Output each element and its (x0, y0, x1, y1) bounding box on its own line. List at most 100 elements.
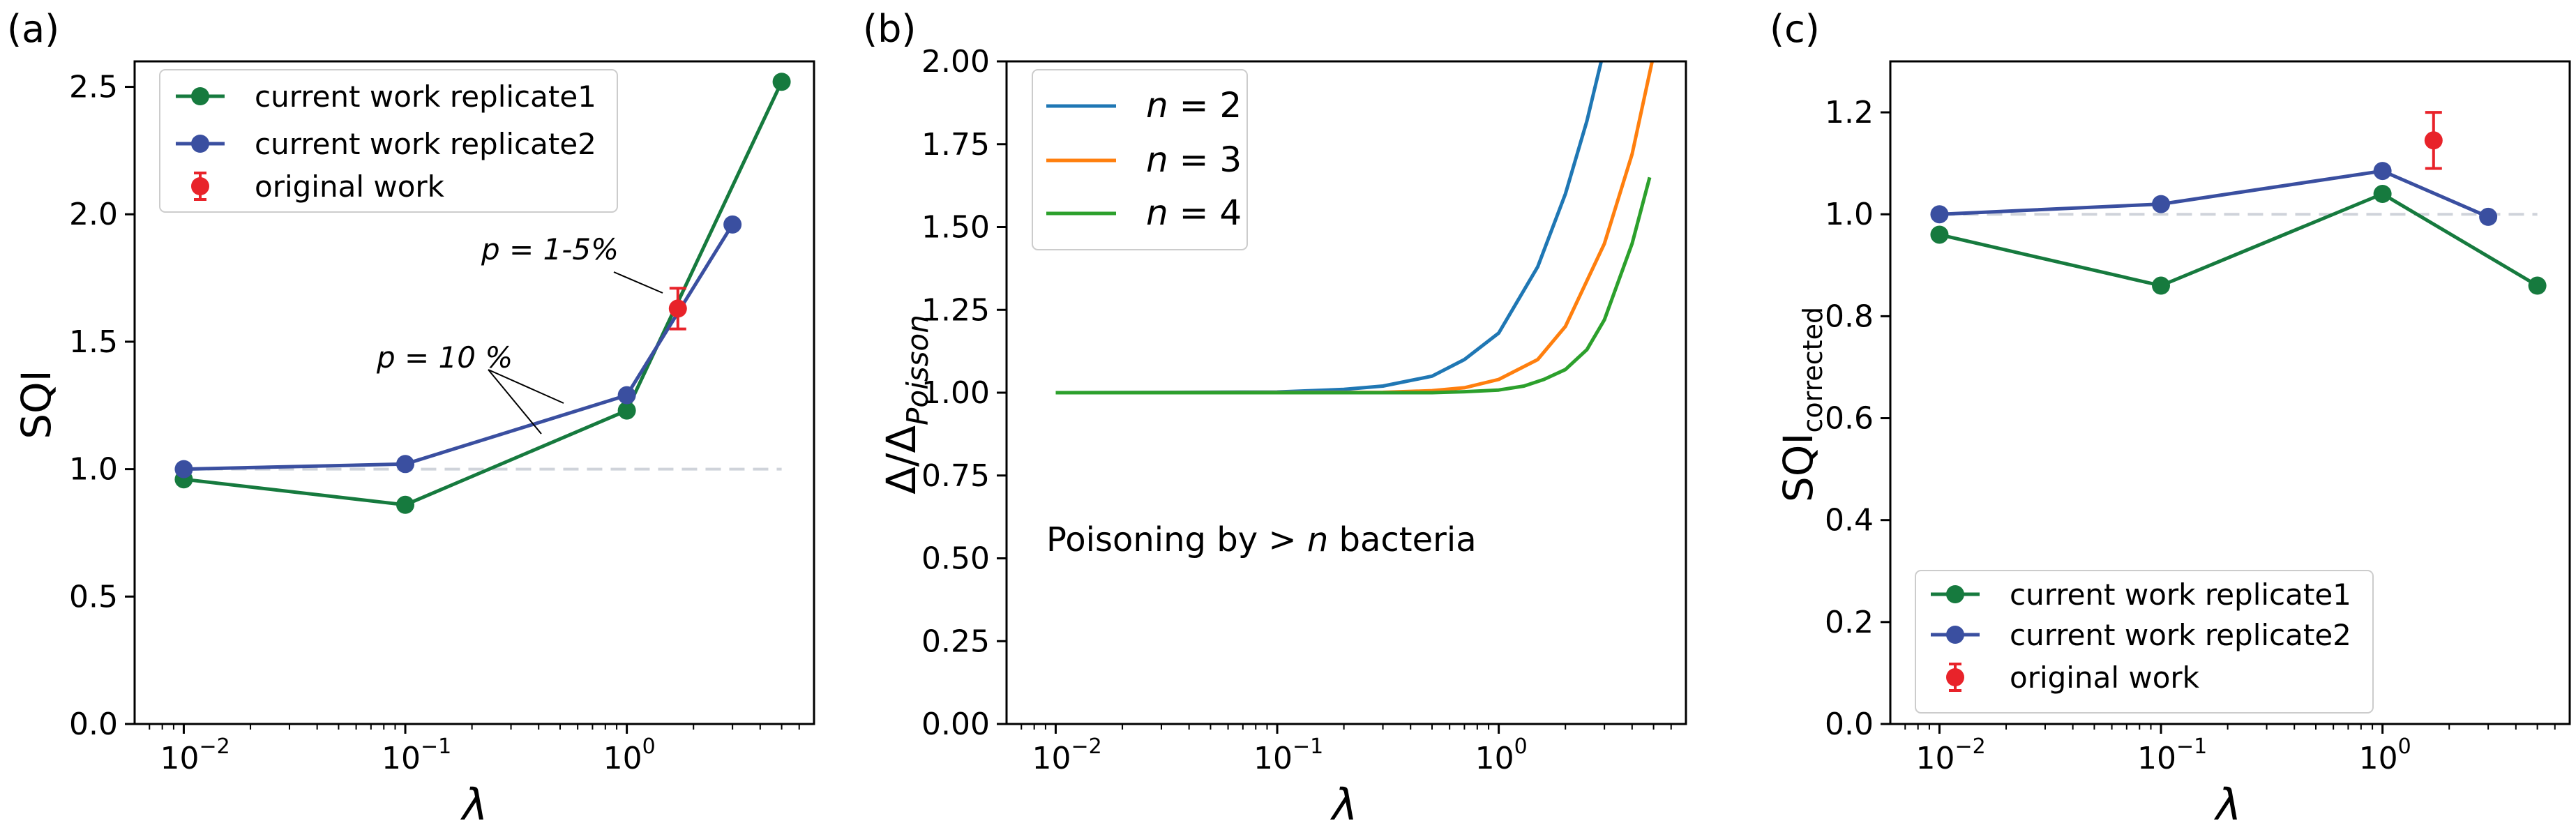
y-tick-label: 2.00 (921, 44, 990, 80)
y-tick-label: 1.25 (921, 292, 990, 328)
panel-a-ylabel: SQI (13, 370, 60, 439)
legend-label-n4: n = 4 (1146, 193, 1242, 233)
y-tick-label: 1.75 (921, 127, 990, 163)
panel-c-plot: 10 −2 10 −1 10 00.00.20.40.60.81.01.2 (1825, 95, 2556, 776)
series-point-replicate1 (2373, 185, 2392, 203)
y-tick-label: 0.25 (921, 624, 990, 659)
legend-box (1032, 69, 1248, 250)
panel-a-annotations: p = 1-5% p = 10 % (376, 232, 663, 435)
original-point (668, 299, 687, 318)
legend-marker-original (191, 177, 209, 195)
legend-marker-replicate1 (1946, 585, 1964, 603)
panel-c-xlabel: λ (2214, 779, 2242, 830)
annotation-p-10-arrow-1 (488, 369, 564, 404)
legend-box (159, 69, 618, 213)
panel-b-ylabel: Δ/ΔPoisson (878, 315, 935, 495)
data-layer (1055, 61, 1655, 395)
annotation-p-10: p = 10 % (376, 340, 513, 375)
x-tick-label: 10 (160, 741, 199, 776)
x-tick-label: 10 (603, 741, 642, 776)
series-line-n4 (1055, 176, 1652, 395)
annotation-p-10-arrow-2 (488, 369, 542, 435)
panel-c: (c) SQIcorrected λ 10 −2 10 −1 10 00.00.20.40… (1770, 7, 2571, 830)
y-tick-label: 0.0 (69, 707, 118, 742)
annotation-p-1-5: p = 1-5% (481, 232, 619, 266)
panel-c-ylabel-sub: corrected (1798, 307, 1828, 433)
panel-b-label: (b) (863, 7, 916, 51)
panel-b-frame (1005, 60, 1687, 725)
legend-marker-replicate2 (191, 135, 209, 153)
series-point-replicate2 (617, 386, 636, 405)
series-point-replicate2 (396, 455, 415, 474)
legend-label-replicate2: current work replicate2 (255, 127, 596, 161)
panel-b-xlabel: λ (1330, 779, 1358, 830)
x-tick-exponent: −2 (199, 734, 229, 759)
x-tick-exponent: −1 (421, 734, 451, 759)
series-point-replicate1 (617, 401, 636, 420)
y-tick-label: 0.5 (69, 579, 118, 614)
series-point-replicate1 (2528, 276, 2547, 295)
series-point-replicate1 (1930, 225, 1949, 244)
series-point-replicate2 (1930, 205, 1949, 224)
y-tick-label: 0.50 (921, 541, 990, 577)
panel-a-frame (133, 60, 815, 725)
y-tick-label: 1.50 (921, 210, 990, 246)
y-tick-label: 1.5 (69, 324, 118, 360)
legend-box (1915, 570, 2374, 714)
legend-label-replicate1: current work replicate1 (2010, 578, 2351, 612)
legend-label-n3: n = 3 (1146, 139, 1242, 180)
panel-a-xlabel: λ (460, 779, 488, 830)
legend-label-original: original work (2010, 661, 2200, 695)
x-tick-label: 10 (1915, 741, 1954, 776)
x-tick-exponent: 0 (642, 734, 656, 759)
y-tick-label: 2.5 (69, 70, 118, 105)
x-tick-label: 10 (382, 741, 421, 776)
series-line-replicate2 (1939, 169, 2490, 219)
series-point-replicate2 (2152, 195, 2171, 213)
legend-marker-replicate1 (191, 87, 209, 105)
y-tick-label: 0.4 (1825, 503, 1874, 538)
original-point (2424, 131, 2443, 150)
annotation-p-1-5-arrow (613, 271, 663, 294)
y-tick-label: 0.6 (1825, 401, 1874, 437)
y-tick-label: 0.0 (1825, 707, 1874, 742)
data-layer (174, 73, 791, 514)
panel-b: (b) Δ/ΔPoisson λ 10 −2 10 −1 10 00.000.250.50… (863, 7, 1687, 830)
panel-a-plot: 10 −2 10 −1 10 00.00.51.01.52.02.5 (69, 70, 800, 776)
series-line-n2 (1055, 61, 1604, 395)
x-tick-exponent: −2 (1071, 734, 1101, 759)
x-tick-label: 10 (1475, 741, 1514, 776)
series-point-replicate2 (2373, 162, 2392, 181)
panel-a: (a) SQI λ 10 −2 10 −1 10 00.00.51.01.52.02.5 … (7, 7, 815, 830)
panel-c-ylabel: SQIcorrected (1775, 307, 1828, 502)
x-tick-label: 10 (1253, 741, 1293, 776)
x-tick-exponent: −1 (2176, 734, 2207, 759)
panel-b-inset-text: Poisoning by > n bacteria (1046, 520, 1477, 559)
panel-b-legend: n = 2 n = 3 n = 4 (1032, 69, 1248, 250)
x-tick-label: 10 (2359, 741, 2398, 776)
series-point-replicate1 (396, 495, 415, 514)
legend-label-original: original work (255, 169, 445, 204)
panel-c-frame (1889, 60, 2571, 725)
series-line-replicate1 (183, 81, 783, 507)
legend-marker-replicate2 (1946, 626, 1964, 644)
panel-a-label: (a) (7, 7, 59, 51)
legend-label-n2: n = 2 (1146, 85, 1242, 126)
data-layer (1930, 111, 2547, 295)
panel-b-ylabel-main: Δ/Δ (878, 425, 925, 495)
series-point-replicate2 (174, 460, 193, 478)
y-tick-label: 0.8 (1825, 299, 1874, 334)
y-tick-label: 1.2 (1825, 95, 1874, 130)
series-point-replicate2 (2479, 207, 2498, 226)
legend-marker-original (1946, 668, 1964, 686)
x-tick-exponent: 0 (2398, 734, 2411, 759)
legend-label-replicate2: current work replicate2 (2010, 618, 2351, 652)
y-tick-label: 1.0 (69, 452, 118, 488)
series-point-replicate2 (723, 215, 742, 234)
panel-c-ylabel-main: SQI (1775, 432, 1822, 502)
series-line-replicate1 (1938, 192, 2538, 287)
y-tick-label: 0.2 (1825, 605, 1874, 640)
x-tick-exponent: 0 (1514, 734, 1528, 759)
panel-c-legend: current work replicate1 current work rep… (1915, 570, 2374, 714)
